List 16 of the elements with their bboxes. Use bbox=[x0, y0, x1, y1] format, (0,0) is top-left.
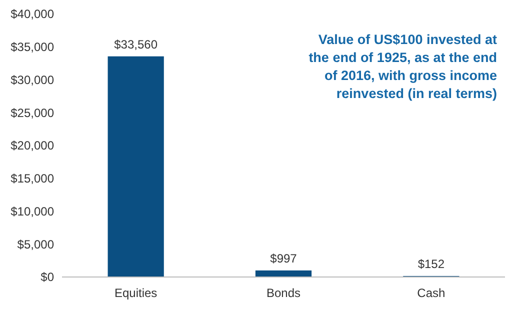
y-tick-label: $40,000 bbox=[10, 7, 54, 22]
text: Value of US$100 invested at the end of 1925, as at the end of 2016, with gross income reinvested (in real terms) bbox=[308, 32, 498, 101]
y-tick-label: $10,000 bbox=[10, 204, 54, 218]
x-tick-label: Cash bbox=[417, 286, 446, 300]
x-tick-label: Equities bbox=[114, 286, 158, 300]
data-label: $33,560 bbox=[114, 37, 158, 52]
y-tick-label: $20,000 bbox=[10, 138, 54, 153]
y-tick-label: $35,000 bbox=[10, 40, 54, 54]
y-tick-label: $25,000 bbox=[10, 106, 54, 120]
y-tick-label: $15,000 bbox=[10, 172, 54, 186]
y-tick-label: $5,000 bbox=[17, 237, 54, 252]
data-label: $997 bbox=[270, 251, 298, 266]
y-tick-label: $30,000 bbox=[10, 72, 54, 87]
y-tick-label: $0 bbox=[40, 270, 54, 284]
x-tick-label: Bonds bbox=[266, 286, 301, 300]
data-label: $152 bbox=[418, 257, 445, 271]
